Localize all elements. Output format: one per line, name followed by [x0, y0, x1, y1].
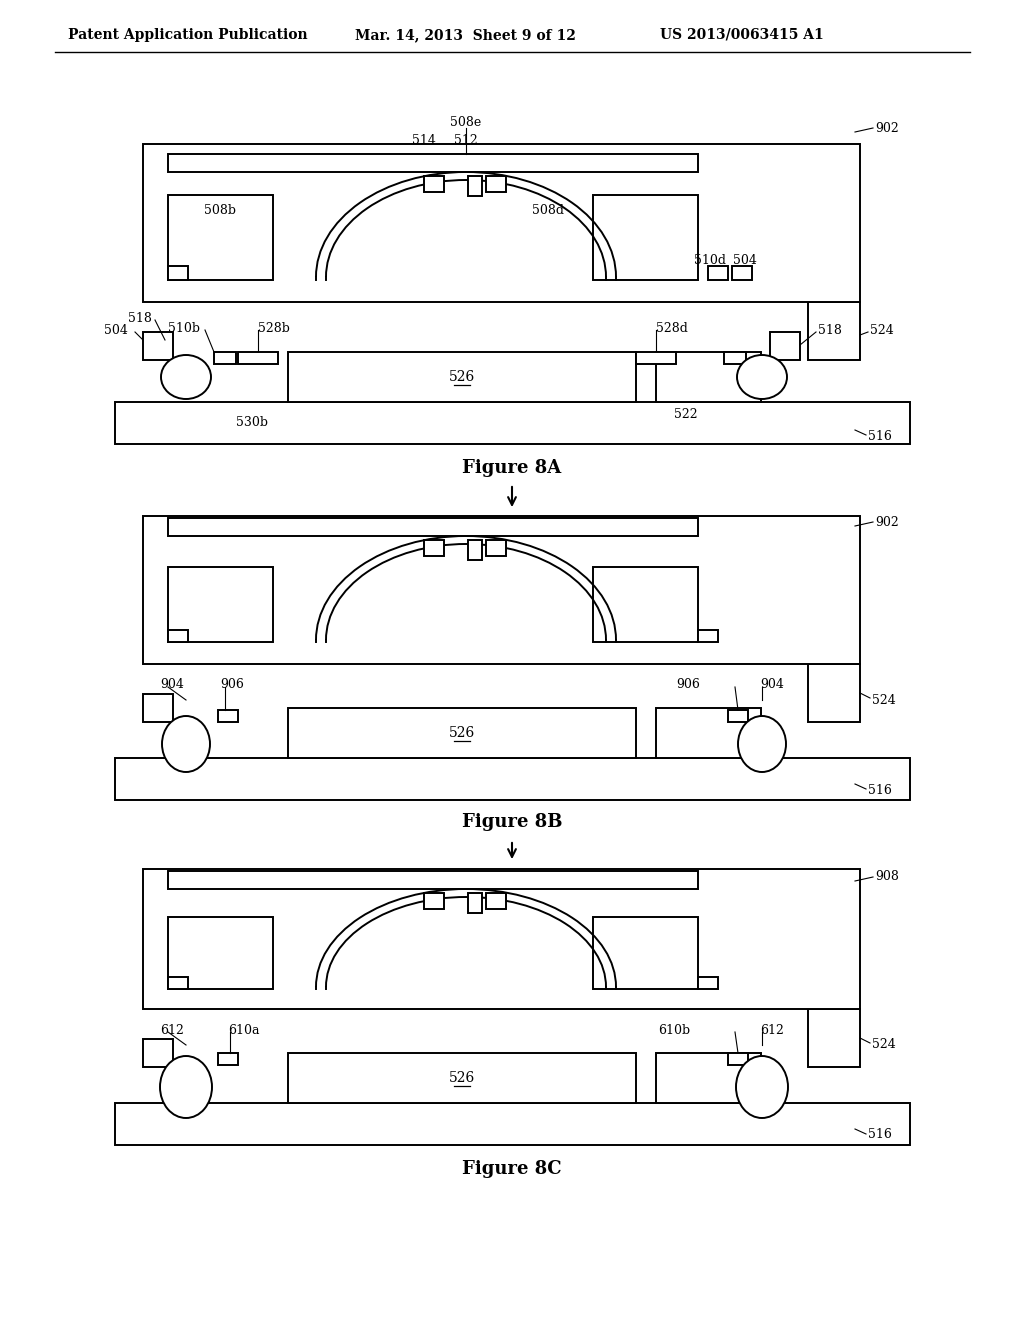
Bar	[168, 267, 188, 280]
Text: 510d: 510d	[694, 253, 726, 267]
Text: 526: 526	[449, 370, 475, 384]
Bar	[143, 144, 860, 302]
Bar	[698, 977, 718, 989]
Text: 524: 524	[872, 1039, 896, 1052]
Bar	[168, 517, 698, 536]
Text: 610a: 610a	[228, 1023, 259, 1036]
Bar	[593, 917, 698, 989]
Ellipse shape	[736, 1056, 788, 1118]
Text: Mar. 14, 2013  Sheet 9 of 12: Mar. 14, 2013 Sheet 9 of 12	[355, 28, 575, 42]
Bar	[424, 176, 444, 191]
Text: 902: 902	[874, 516, 899, 528]
Bar	[656, 352, 761, 403]
Bar	[656, 708, 761, 758]
Text: US 2013/0063415 A1: US 2013/0063415 A1	[660, 28, 823, 42]
Text: Figure 8C: Figure 8C	[462, 1160, 562, 1177]
Ellipse shape	[160, 1056, 212, 1118]
Bar	[636, 352, 676, 364]
Bar	[486, 540, 506, 556]
Text: 612: 612	[760, 1023, 784, 1036]
Text: 518: 518	[818, 323, 842, 337]
Text: 906: 906	[676, 678, 700, 692]
Bar	[698, 630, 718, 642]
Bar	[214, 352, 236, 364]
Text: 522: 522	[674, 408, 697, 421]
Bar	[143, 1039, 173, 1067]
Text: 504: 504	[733, 253, 757, 267]
Bar	[288, 1053, 636, 1104]
Bar	[168, 630, 188, 642]
Text: Figure 8A: Figure 8A	[463, 459, 561, 477]
Bar	[424, 540, 444, 556]
Bar	[808, 664, 860, 722]
Text: 904: 904	[760, 678, 784, 692]
Bar	[770, 333, 800, 360]
Bar	[288, 352, 636, 403]
Text: 524: 524	[870, 323, 894, 337]
Bar	[143, 333, 173, 360]
Bar	[468, 176, 482, 195]
Bar	[424, 894, 444, 909]
Bar	[728, 710, 748, 722]
Bar	[143, 694, 173, 722]
Bar	[115, 758, 910, 800]
Ellipse shape	[161, 355, 211, 399]
Text: Figure 8B: Figure 8B	[462, 813, 562, 832]
Text: 612: 612	[160, 1023, 184, 1036]
Text: 902: 902	[874, 121, 899, 135]
Bar	[732, 267, 752, 280]
Bar	[593, 568, 698, 642]
Bar	[143, 516, 860, 664]
Bar	[168, 871, 698, 888]
Text: 516: 516	[868, 429, 892, 442]
Bar	[115, 403, 910, 444]
Bar	[656, 1053, 761, 1104]
Bar	[115, 1104, 910, 1144]
Text: 906: 906	[220, 678, 244, 692]
Text: 528d: 528d	[656, 322, 688, 334]
Text: 512: 512	[454, 133, 478, 147]
Bar	[168, 917, 273, 989]
Bar	[168, 195, 273, 280]
Bar	[486, 894, 506, 909]
Bar	[218, 710, 238, 722]
Bar	[708, 267, 728, 280]
Bar	[468, 894, 482, 913]
Bar	[468, 540, 482, 560]
Text: 528b: 528b	[258, 322, 290, 334]
Text: 504: 504	[104, 323, 128, 337]
Bar	[168, 977, 188, 989]
Text: 508e: 508e	[451, 116, 481, 128]
Text: 524: 524	[872, 693, 896, 706]
Bar	[168, 154, 698, 172]
Text: 530b: 530b	[236, 417, 268, 429]
Ellipse shape	[737, 355, 787, 399]
Bar	[218, 1053, 238, 1065]
Bar	[808, 1008, 860, 1067]
Text: Patent Application Publication: Patent Application Publication	[68, 28, 307, 42]
Bar	[724, 352, 746, 364]
Ellipse shape	[738, 715, 786, 772]
Text: 510b: 510b	[168, 322, 200, 334]
Bar	[728, 1053, 748, 1065]
Bar	[486, 176, 506, 191]
Bar	[593, 195, 698, 280]
Bar	[808, 302, 860, 360]
Text: 908: 908	[874, 870, 899, 883]
Text: 904: 904	[160, 678, 184, 692]
Bar	[168, 568, 273, 642]
Text: 516: 516	[868, 784, 892, 796]
Text: 518: 518	[128, 312, 152, 325]
Ellipse shape	[162, 715, 210, 772]
Bar	[143, 869, 860, 1008]
Text: 526: 526	[449, 726, 475, 741]
Bar	[288, 708, 636, 758]
Text: 508b: 508b	[204, 203, 236, 216]
Text: 526: 526	[449, 1071, 475, 1085]
Text: 514: 514	[412, 133, 436, 147]
Bar	[238, 352, 278, 364]
Text: 516: 516	[868, 1129, 892, 1142]
Text: 610b: 610b	[657, 1023, 690, 1036]
Text: 508d: 508d	[532, 203, 564, 216]
